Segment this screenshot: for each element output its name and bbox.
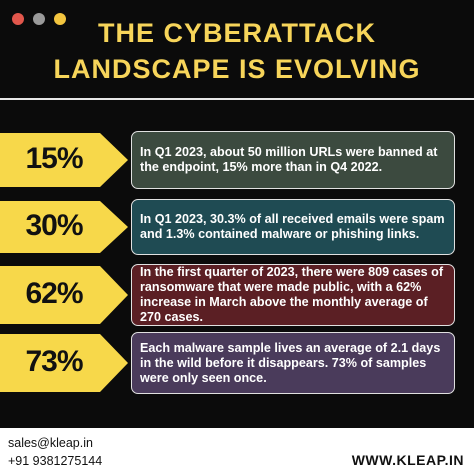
website: WWW.KLEAP.IN [351,452,464,468]
percent: 62% [25,277,83,310]
divider [0,98,474,100]
title-line: LANDSCAPE IS EVOLVING [53,54,421,84]
window-dot [54,13,66,25]
window-dot [33,13,45,25]
percent-arrow [0,201,128,253]
email: sales@kleap.in [8,436,93,450]
percent: 15% [25,142,83,175]
stat-text: Each malware sample lives an average of … [131,332,455,394]
percent-arrow [0,334,128,392]
window-dot [12,13,24,25]
arrow-shape [0,266,128,324]
percent: 73% [25,345,83,378]
arrow-shape [0,334,128,392]
arrow-shape [0,133,128,187]
percent-arrow [0,133,128,187]
stat-text: In Q1 2023, about 50 million URLs were b… [131,131,455,189]
footer: sales@kleap.in +91 9381275144 WWW.KLEAP.… [0,428,474,474]
percent: 30% [25,209,83,242]
percent-arrow [0,266,128,324]
title-line: THE CYBERATTACK [98,18,376,48]
stat-text: In the first quarter of 2023, there were… [131,264,455,326]
phone: +91 9381275144 [8,454,103,468]
stat-text: In Q1 2023, 30.3% of all received emails… [131,199,455,255]
arrow-shape [0,201,128,253]
